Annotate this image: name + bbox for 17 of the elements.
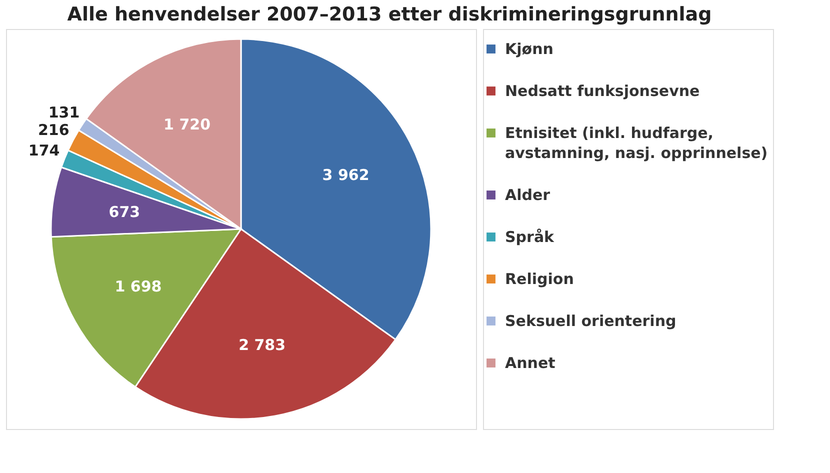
data-label: 216 — [38, 120, 70, 139]
data-label: 131 — [48, 103, 80, 122]
data-label: 673 — [108, 203, 140, 221]
data-label: 2 783 — [238, 336, 286, 354]
legend-label: Språk — [505, 228, 556, 246]
data-label: 3 962 — [322, 166, 370, 184]
legend-label: Kjønn — [505, 40, 554, 58]
data-label: 1 720 — [164, 115, 211, 134]
chart-title: Alle henvendelser 2007–2013 etter diskrimineringsgrunnlag — [67, 4, 712, 26]
data-label: 174 — [28, 142, 60, 160]
legend-label: Annet — [505, 354, 556, 372]
legend-label: Religion — [505, 270, 574, 288]
data-label: 1 698 — [114, 278, 162, 296]
legend-label: Alder — [505, 186, 551, 204]
legend-label: Seksuell orientering — [505, 312, 676, 330]
legend-label: Etnisitet (inkl. hudfarge, avstamning, nasj. opprinnelse) — [505, 124, 768, 162]
legend-label: Nedsatt funksjonsevne — [505, 82, 700, 100]
